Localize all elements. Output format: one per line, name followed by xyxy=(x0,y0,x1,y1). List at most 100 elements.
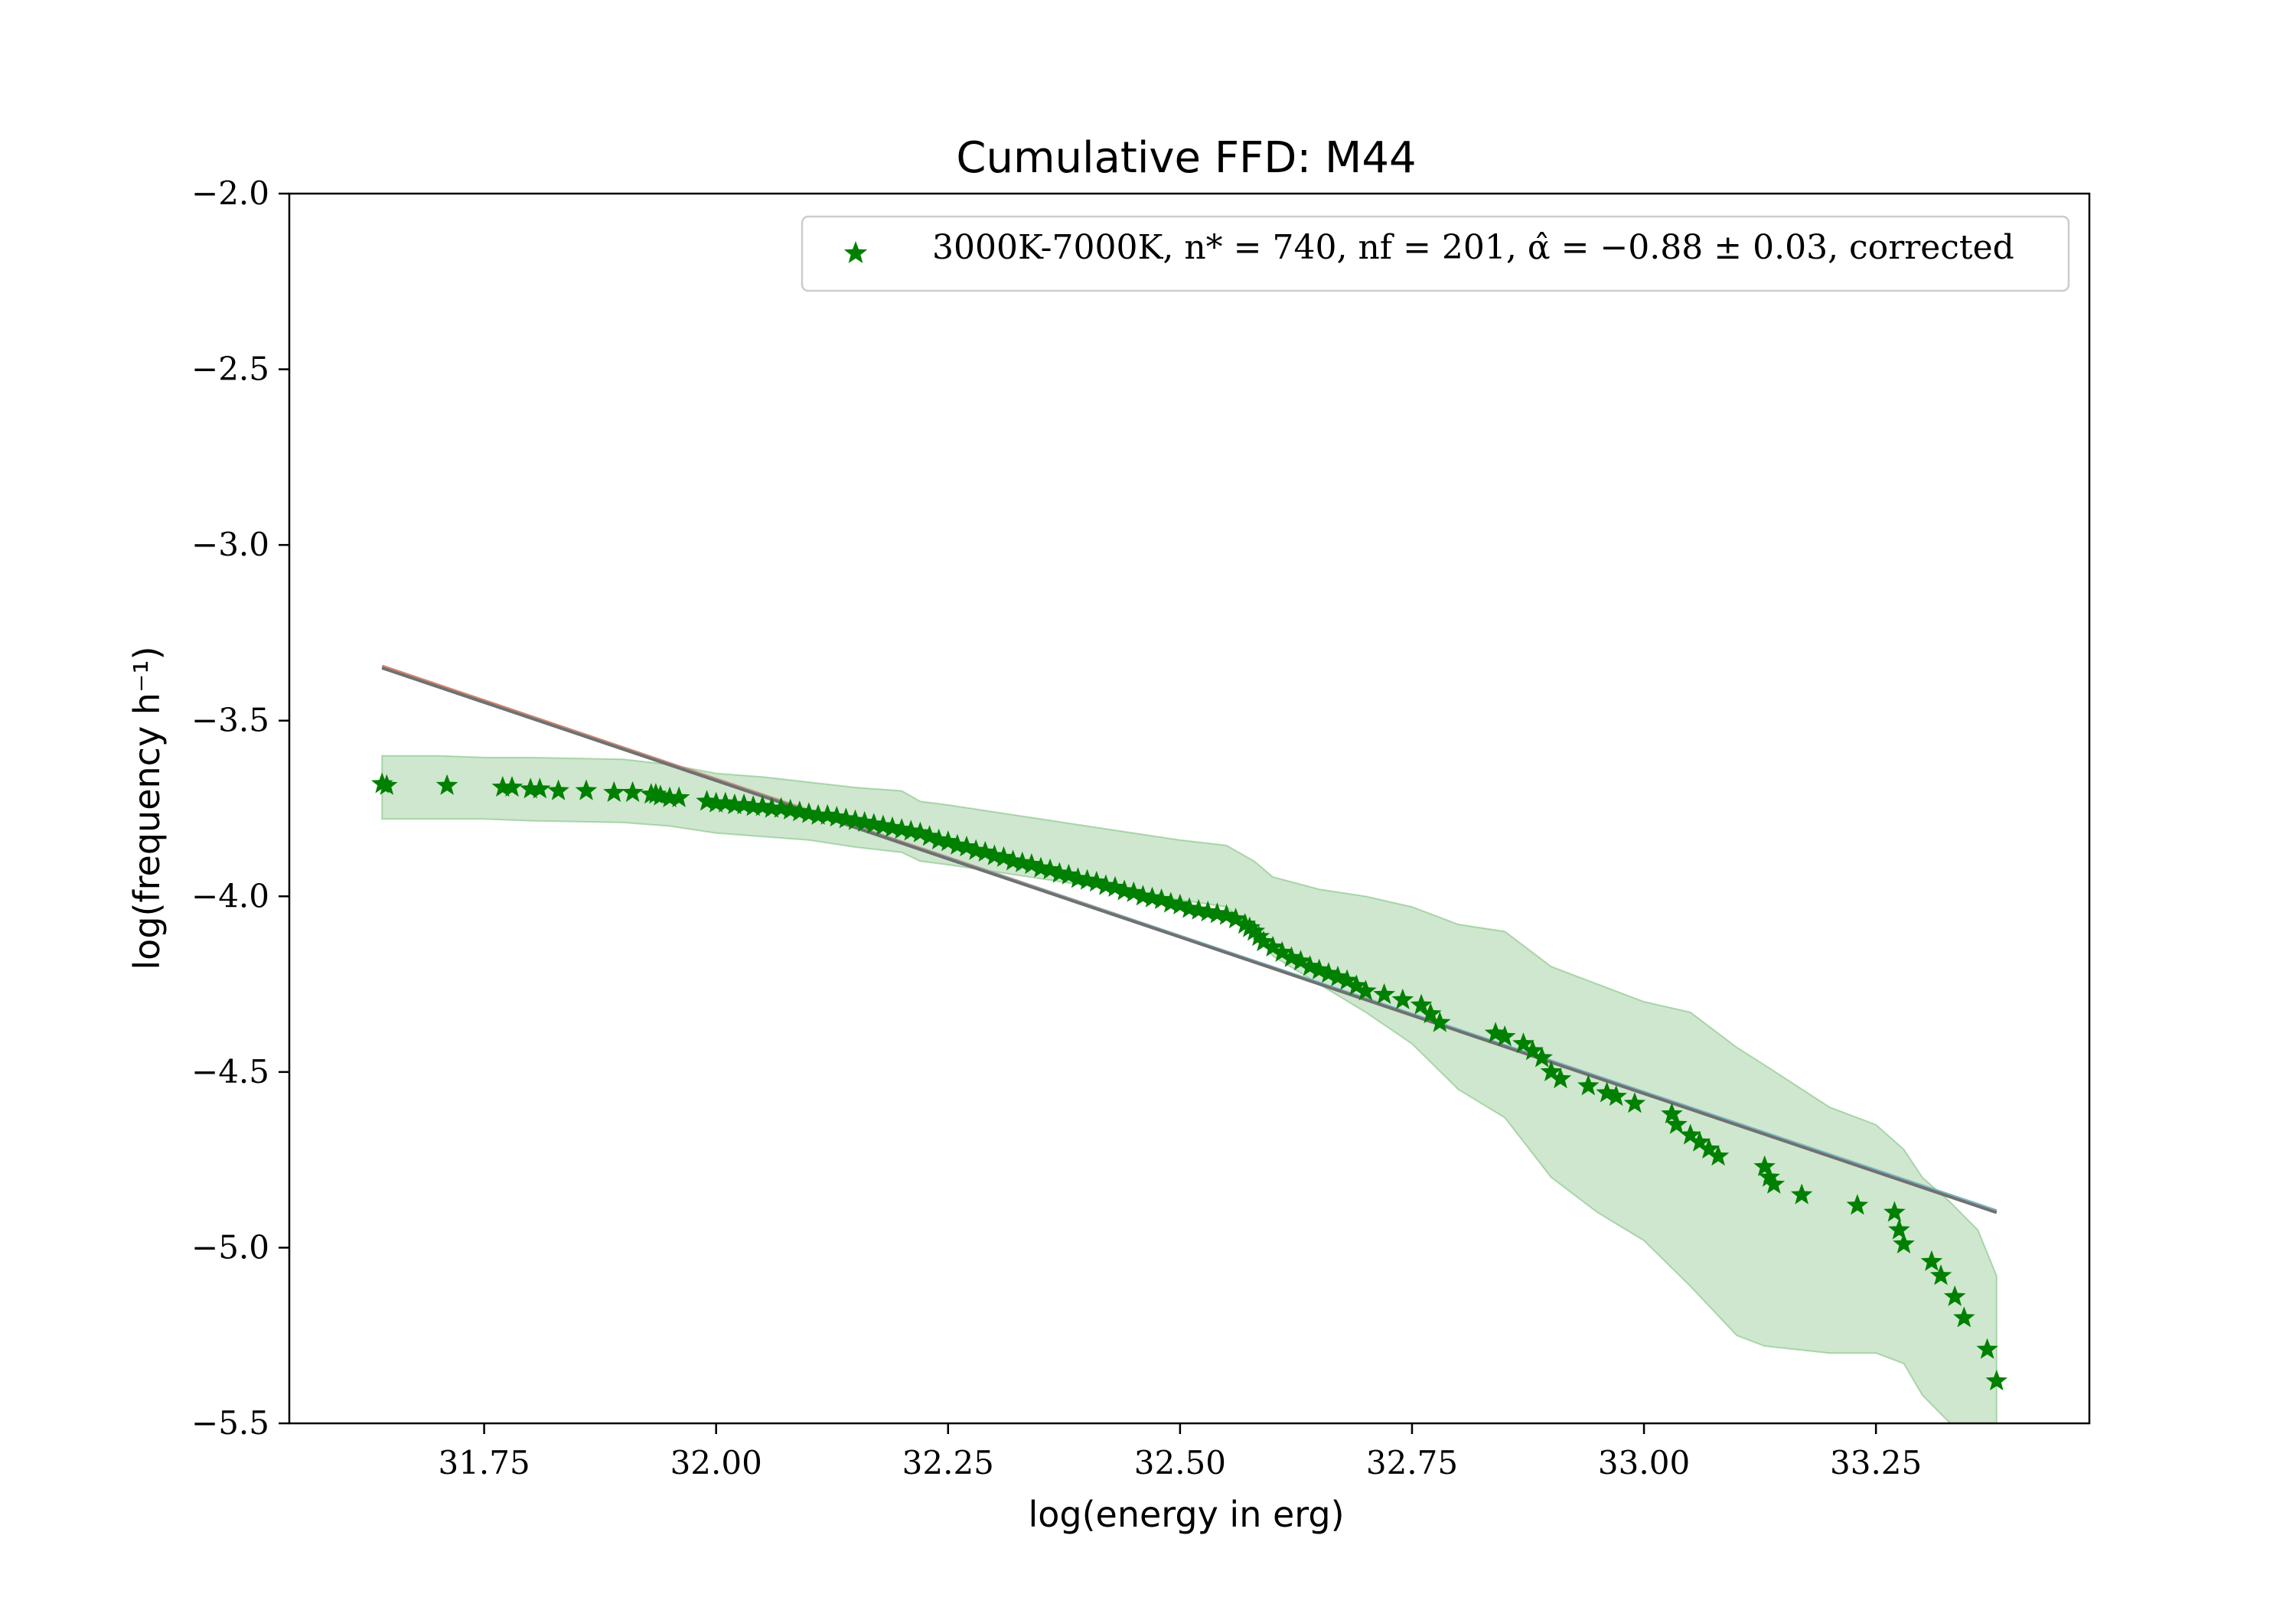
data-point-star xyxy=(1243,920,1266,941)
data-point-star xyxy=(1020,853,1043,875)
data-point-star xyxy=(1883,1201,1906,1222)
data-point-star xyxy=(1623,1092,1646,1113)
data-point-star xyxy=(1420,1002,1442,1024)
fit-line xyxy=(381,666,1998,1214)
data-point-star xyxy=(1150,888,1172,909)
x-tick-label: 33.00 xyxy=(1598,1444,1690,1482)
data-point-star xyxy=(1549,1068,1572,1089)
axes-frame xyxy=(288,192,2091,1425)
data-point-star xyxy=(1280,946,1303,967)
data-point-star xyxy=(658,786,681,807)
data-point-star xyxy=(1355,980,1377,1001)
data-point-star xyxy=(1521,1039,1544,1061)
data-point-star xyxy=(1429,1011,1451,1032)
data-point-star xyxy=(1531,1046,1553,1068)
data-point-star xyxy=(575,779,598,800)
y-tick-label: −3.5 xyxy=(191,702,269,739)
data-point-star xyxy=(1758,1165,1780,1187)
y-tick-label: −4.5 xyxy=(191,1053,269,1090)
x-tick-label: 32.75 xyxy=(1366,1444,1458,1482)
data-point-star xyxy=(1976,1338,1998,1359)
data-point-star xyxy=(1345,974,1368,996)
data-point-star xyxy=(1039,858,1062,879)
data-point-star xyxy=(1271,940,1293,962)
data-point-star xyxy=(1308,958,1330,980)
x-axis-ticks: 31.75 32.00 32.25 32.50 32.75 33.00 33.25 xyxy=(438,1423,1922,1482)
data-point-star xyxy=(1920,1250,1943,1271)
data-point-star xyxy=(621,781,644,802)
data-point-star xyxy=(937,830,959,852)
data-point-star xyxy=(1252,931,1275,952)
data-point-star xyxy=(1234,913,1256,934)
x-tick-label: 32.25 xyxy=(902,1444,994,1482)
y-tick-label: −5.5 xyxy=(191,1404,269,1442)
data-point-star xyxy=(761,797,783,818)
data-point-star xyxy=(918,825,941,846)
data-point-star xyxy=(376,774,398,795)
data-point-star xyxy=(723,793,746,814)
data-point-star xyxy=(1058,863,1080,885)
plot-area xyxy=(371,664,2007,1423)
data-point-star xyxy=(1893,1232,1915,1253)
data-point-star xyxy=(1247,925,1270,947)
data-point-star xyxy=(1688,1130,1711,1152)
data-point-star xyxy=(603,781,625,802)
data-point-star xyxy=(955,836,978,857)
data-point-star xyxy=(520,777,542,799)
data-point-star xyxy=(1985,1369,2007,1390)
x-tick-label: 33.25 xyxy=(1830,1444,1922,1482)
y-tick-label: −2.0 xyxy=(191,174,269,212)
data-point-star xyxy=(1929,1264,1952,1286)
data-point-star xyxy=(742,795,765,817)
data-point-star xyxy=(1661,1103,1683,1124)
data-point-star xyxy=(993,846,1015,867)
uncertainty-band xyxy=(381,755,1998,1423)
data-point-star xyxy=(1123,881,1145,902)
data-point-star xyxy=(667,786,690,807)
data-point-star xyxy=(1238,916,1261,937)
data-point-star xyxy=(1540,1060,1563,1081)
data-point-star xyxy=(1596,1081,1618,1103)
data-point-star xyxy=(1577,1074,1600,1096)
data-point-star xyxy=(1790,1183,1813,1204)
data-point-star xyxy=(1299,955,1321,976)
data-point-star xyxy=(1943,1285,1966,1306)
legend-star xyxy=(843,241,868,263)
legend-star-marker xyxy=(843,241,868,263)
data-point-star xyxy=(974,840,996,862)
data-point-star xyxy=(1085,870,1107,892)
data-point-star xyxy=(1846,1194,1869,1215)
data-point-star xyxy=(1679,1123,1701,1145)
data-point-star xyxy=(1317,962,1340,983)
data-point-star xyxy=(1665,1113,1688,1134)
data-point-star xyxy=(1326,965,1349,986)
data-point-star xyxy=(1493,1025,1516,1047)
data-point-star xyxy=(1953,1306,1975,1328)
data-point-star xyxy=(1888,1218,1910,1240)
data-point-star xyxy=(1707,1145,1730,1166)
data-point-star xyxy=(1336,969,1358,990)
data-point-star xyxy=(1605,1085,1627,1107)
data-point-star xyxy=(1104,875,1127,897)
data-point-star xyxy=(1290,950,1312,971)
data-point-star xyxy=(909,821,931,843)
y-tick-label: −5.0 xyxy=(191,1228,269,1266)
data-point-star xyxy=(1698,1137,1720,1159)
data-point-star xyxy=(1484,1022,1507,1043)
data-point-star xyxy=(1373,983,1395,1004)
data-point-star xyxy=(529,777,551,799)
x-tick-label: 32.50 xyxy=(1134,1444,1226,1482)
legend-label: 3000K-7000K, n* = 740, nf = 201, α̂ = −0… xyxy=(932,228,2014,267)
legend: 3000K-7000K, n* = 740, nf = 201, α̂ = −0… xyxy=(801,215,2070,292)
y-tick-label: −3.0 xyxy=(191,526,269,563)
data-point-star xyxy=(547,779,569,800)
data-point-star xyxy=(1215,904,1238,925)
y-axis-ticks: −2.0 −2.5 −3.0 −3.5 −4.0 −4.5 −5.0 −5.5 xyxy=(191,174,289,1442)
data-point-star xyxy=(1512,1032,1534,1054)
data-point-star xyxy=(1391,988,1414,1009)
x-tick-label: 32.00 xyxy=(670,1444,762,1482)
y-axis-label: log(frequency h⁻¹) xyxy=(126,646,168,970)
legend-box xyxy=(801,215,2070,292)
data-point-star xyxy=(1763,1172,1786,1194)
